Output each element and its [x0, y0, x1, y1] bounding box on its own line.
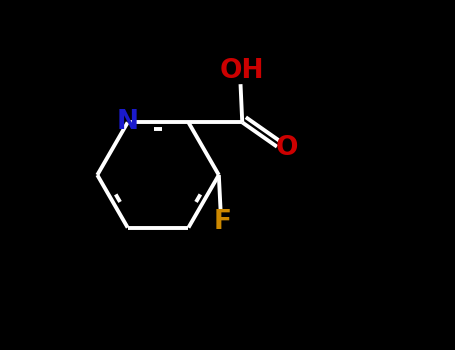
Text: F: F	[213, 209, 231, 235]
Text: O: O	[275, 135, 298, 161]
Text: N: N	[116, 110, 139, 135]
Text: OH: OH	[220, 58, 264, 84]
